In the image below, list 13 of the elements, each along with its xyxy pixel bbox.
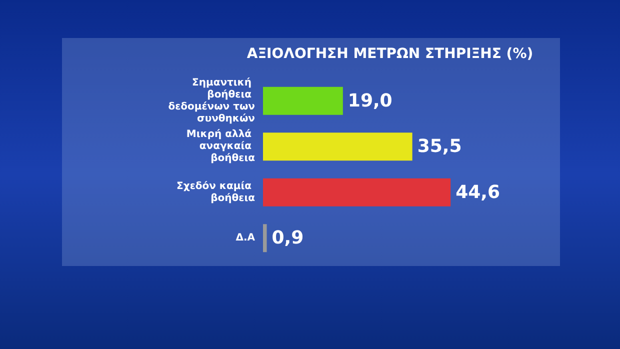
chart-title: ΑΞΙΟΛΟΓΗΣΗ ΜΕΤΡΩΝ ΣΤΗΡΙΞΗΣ (%) xyxy=(246,46,534,62)
y-tick-label: Δ.Α xyxy=(236,232,256,244)
data-label: 44,6 xyxy=(456,182,500,203)
bar xyxy=(263,224,267,252)
bar xyxy=(263,132,412,161)
y-tick-label: Μικρή αλλά αναγκαία βοήθεια xyxy=(186,129,256,164)
y-tick-label: Σημαντική βοήθεια δεδομένων των συνθηκών xyxy=(168,77,256,124)
bar xyxy=(263,178,451,206)
bar xyxy=(263,86,343,115)
y-tick-label: Σχεδόν καμία βοήθεια xyxy=(176,180,256,204)
data-label: 35,5 xyxy=(417,136,462,158)
data-label: 0,9 xyxy=(272,228,304,249)
data-label: 19,0 xyxy=(348,90,392,112)
